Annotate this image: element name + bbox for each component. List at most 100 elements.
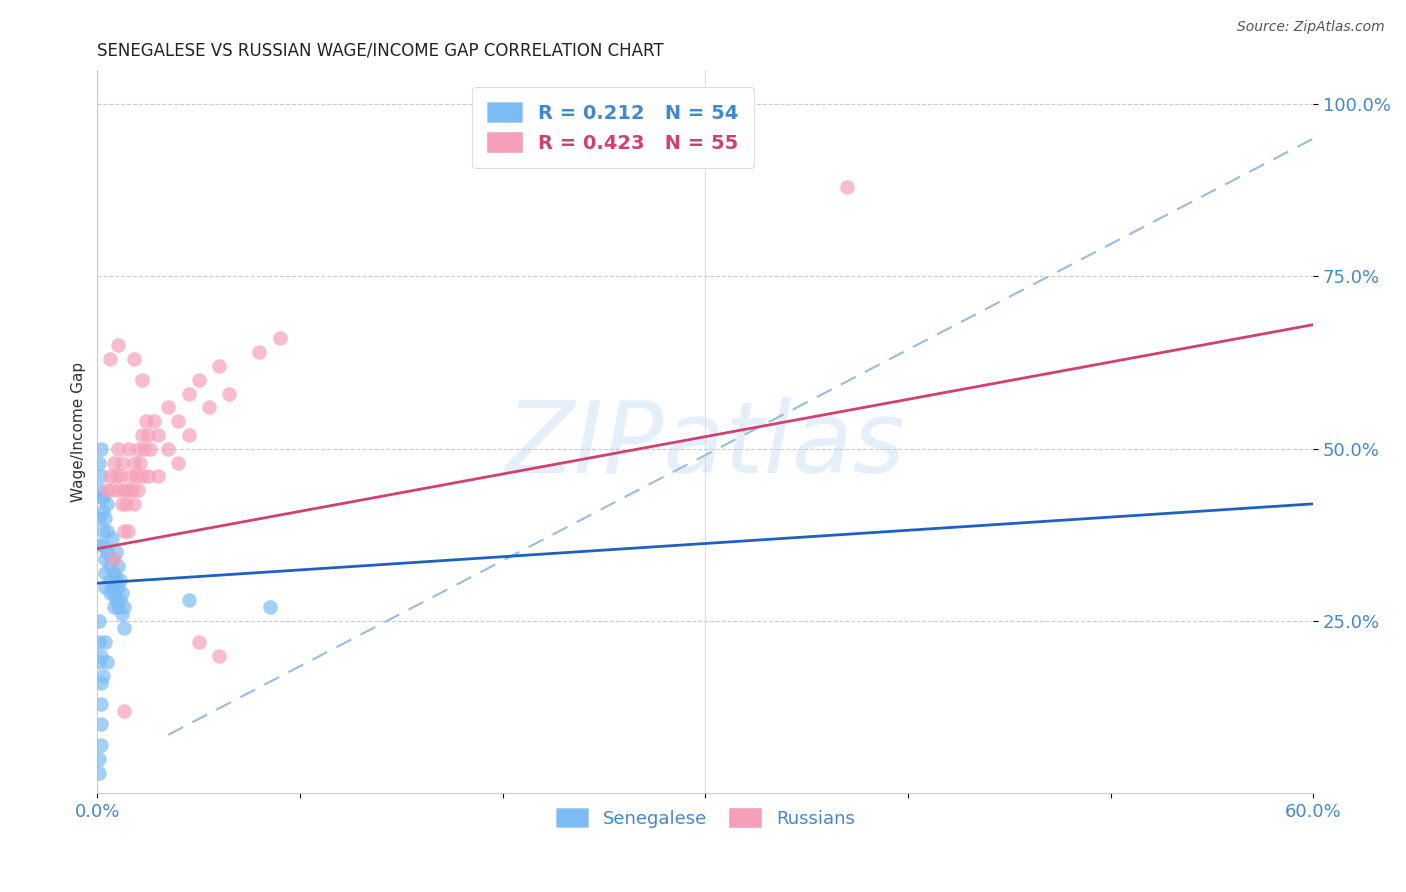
Point: [139, 442, 162, 456]
Point: [114, 497, 136, 511]
Point: [129, 456, 152, 470]
Point: [208, 359, 231, 373]
Point: [111, 607, 134, 622]
Point: [107, 600, 129, 615]
Point: [117, 483, 139, 497]
Point: [157, 401, 180, 415]
Point: [96, 545, 118, 559]
Point: [104, 593, 127, 607]
Point: [90, 697, 112, 711]
Point: [89, 538, 111, 552]
Point: [100, 532, 122, 546]
Point: [187, 373, 209, 387]
Point: [93, 490, 115, 504]
Point: [127, 483, 149, 497]
Point: [100, 552, 122, 566]
Point: [107, 483, 129, 497]
Point: [111, 456, 134, 470]
Point: [98, 573, 121, 587]
Point: [89, 510, 111, 524]
Point: [131, 373, 153, 387]
Point: [269, 331, 291, 345]
Point: [125, 469, 148, 483]
Point: [117, 524, 139, 539]
Point: [111, 586, 134, 600]
Point: [89, 765, 111, 780]
Point: [108, 573, 131, 587]
Point: [112, 524, 135, 539]
Point: [89, 752, 111, 766]
Point: [103, 566, 125, 580]
Point: [208, 648, 231, 663]
Point: [90, 442, 112, 456]
Point: [90, 738, 112, 752]
Point: [90, 648, 112, 663]
Point: [177, 386, 200, 401]
Point: [107, 580, 129, 594]
Point: [132, 442, 155, 456]
Point: [89, 483, 111, 497]
Point: [167, 414, 190, 428]
Point: [104, 545, 127, 559]
Point: [167, 456, 190, 470]
Point: [103, 456, 125, 470]
Point: [104, 573, 127, 587]
Text: SENEGALESE VS RUSSIAN WAGE/INCOME GAP CORRELATION CHART: SENEGALESE VS RUSSIAN WAGE/INCOME GAP CO…: [97, 42, 664, 60]
Point: [96, 524, 118, 539]
Point: [177, 428, 200, 442]
Point: [131, 428, 153, 442]
Point: [94, 510, 117, 524]
Point: [90, 676, 112, 690]
Point: [143, 414, 166, 428]
Point: [94, 580, 117, 594]
Point: [198, 401, 221, 415]
Point: [98, 558, 121, 573]
Point: [103, 600, 125, 615]
Text: Source: ZipAtlas.com: Source: ZipAtlas.com: [1237, 20, 1385, 34]
Point: [146, 469, 169, 483]
Point: [90, 717, 112, 731]
Point: [90, 469, 112, 483]
Point: [93, 504, 115, 518]
Point: [136, 428, 159, 442]
Point: [94, 634, 117, 648]
Y-axis label: Wage/Income Gap: Wage/Income Gap: [72, 361, 86, 501]
Point: [89, 456, 111, 470]
Point: [136, 469, 159, 483]
Point: [122, 456, 145, 470]
Point: [89, 656, 111, 670]
Point: [107, 338, 129, 352]
Point: [96, 497, 118, 511]
Point: [108, 469, 131, 483]
Point: [107, 558, 129, 573]
Point: [112, 704, 135, 718]
Point: [112, 621, 135, 635]
Point: [187, 634, 209, 648]
Point: [122, 352, 145, 367]
Point: [93, 538, 115, 552]
Point: [157, 442, 180, 456]
Point: [108, 593, 131, 607]
Point: [98, 469, 121, 483]
Point: [100, 483, 122, 497]
Point: [122, 497, 145, 511]
Point: [112, 483, 135, 497]
Point: [89, 634, 111, 648]
Point: [90, 490, 112, 504]
Point: [111, 497, 134, 511]
Point: [135, 414, 157, 428]
Point: [131, 469, 153, 483]
Point: [104, 469, 127, 483]
Text: ZIPatlas: ZIPatlas: [505, 398, 905, 494]
Point: [112, 600, 135, 615]
Point: [100, 580, 122, 594]
Point: [118, 469, 141, 483]
Point: [94, 552, 117, 566]
Point: [146, 428, 169, 442]
Point: [127, 442, 149, 456]
Point: [96, 483, 118, 497]
Point: [107, 442, 129, 456]
Point: [117, 442, 139, 456]
Point: [259, 600, 281, 615]
Point: [218, 386, 240, 401]
